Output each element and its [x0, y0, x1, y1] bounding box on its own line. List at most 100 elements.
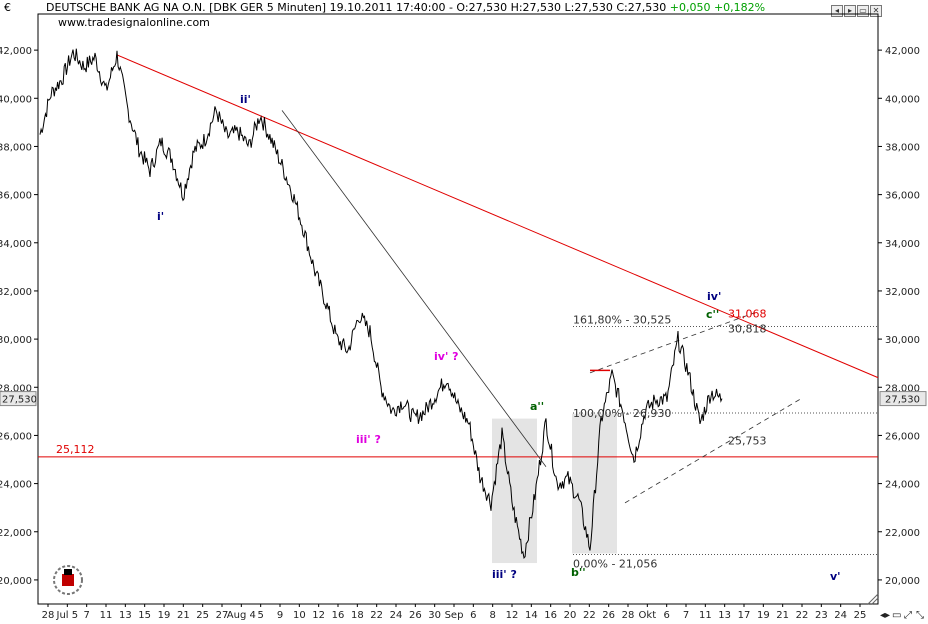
- y-tick-label-right: 34,000: [885, 239, 920, 250]
- price-change: +0,050 +0,182%: [669, 1, 766, 14]
- y-tick-label-right: 40,000: [885, 94, 920, 105]
- x-tick-label: 18: [351, 610, 364, 621]
- zoom-control-icon: ⤢: [904, 610, 912, 621]
- chart-header: € DEUTSCHE BANK AG NA O.N. [DBK GER 5 Mi…: [0, 0, 928, 17]
- channel-upper-value: 30,818: [728, 322, 767, 335]
- x-tick-label: 11: [100, 610, 113, 621]
- channel-lower: [624, 398, 801, 504]
- wave-label: iv' ?: [434, 350, 459, 363]
- x-tick-label: 30: [428, 610, 441, 621]
- x-tick-label: 6: [470, 610, 476, 621]
- x-tick-label: 12: [312, 610, 325, 621]
- price-line: [39, 48, 723, 559]
- resistance-trendline: [116, 54, 879, 379]
- x-tick-label: 19: [757, 610, 770, 621]
- fib-label-100: 100,00% - 26,930: [573, 407, 671, 420]
- x-tick-label: 21: [776, 610, 789, 621]
- y-tick-label-left: 34,000: [0, 239, 32, 250]
- x-tick-label: 25: [196, 610, 209, 621]
- last-price-label-right: 27,530: [885, 395, 920, 406]
- fib-label-161: 161,80% - 30,525: [573, 313, 671, 326]
- y-tick-label-left: 42,000: [0, 46, 32, 57]
- y-tick-label-left: 30,000: [0, 335, 32, 346]
- x-tick-label: Jul 5: [56, 610, 79, 621]
- trendline-value: 31,068: [728, 307, 767, 320]
- wave-label: i': [157, 210, 164, 223]
- x-tick-label: 17: [738, 610, 751, 621]
- y-tick-label-right: 26,000: [885, 431, 920, 442]
- x-tick-label: 16: [332, 610, 345, 621]
- x-tick-label: 26: [409, 610, 422, 621]
- x-tick-label: 19: [158, 610, 171, 621]
- x-tick-label: 27: [216, 610, 229, 621]
- y-tick-label-left: 22,000: [0, 528, 32, 539]
- y-tick-label-right: 20,000: [885, 576, 920, 587]
- fib-label-0: 0,00% - 21,056: [573, 557, 657, 570]
- y-tick-label-right: 32,000: [885, 287, 920, 298]
- channel-lower-value: 25,753: [728, 434, 767, 447]
- y-tick-label-left: 40,000: [0, 94, 32, 105]
- wave-box-2: [572, 413, 617, 554]
- zoom-control-icon: ▭: [892, 610, 901, 621]
- wave-label: c'': [706, 308, 719, 321]
- wave-box-1: [492, 418, 537, 564]
- x-tick-label: Aug 4: [227, 610, 256, 621]
- logo-figure: [62, 574, 74, 586]
- zoom-control-icon: ◂▸: [880, 610, 890, 621]
- wave-label: v': [830, 570, 841, 583]
- channel-upper: [589, 312, 756, 374]
- x-tick-label: 15: [138, 610, 151, 621]
- wave-label: iv': [707, 290, 721, 303]
- x-tick-label: 20: [564, 610, 577, 621]
- wave-label: a'': [530, 400, 544, 413]
- x-tick-label: 8: [489, 610, 495, 621]
- y-tick-label-left: 24,000: [0, 480, 32, 491]
- y-tick-label-left: 28,000: [0, 383, 32, 394]
- y-tick-label-right: 36,000: [885, 191, 920, 202]
- x-tick-label: 23: [815, 610, 828, 621]
- x-tick-label: Sep: [445, 610, 464, 621]
- x-tick-label: 24: [390, 610, 403, 621]
- x-tick-label: 9: [277, 610, 283, 621]
- x-tick-label: 24: [834, 610, 847, 621]
- x-tick-label: 22: [370, 610, 383, 621]
- x-tick-label: 10: [293, 610, 306, 621]
- y-tick-label-right: 24,000: [885, 480, 920, 491]
- y-tick-label-left: 36,000: [0, 191, 32, 202]
- support-label: 25,112: [56, 443, 95, 456]
- x-tick-label: 13: [119, 610, 132, 621]
- x-tick-label: 12: [506, 610, 519, 621]
- x-tick-label: 11: [699, 610, 712, 621]
- x-tick-label: 22: [796, 610, 809, 621]
- x-tick-label: 5: [257, 610, 263, 621]
- wave-label: b'': [571, 566, 586, 579]
- x-tick-label: 13: [718, 610, 731, 621]
- last-price-label-left: 27,530: [2, 395, 37, 406]
- quote-line: DEUTSCHE BANK AG NA O.N. [DBK GER 5 Minu…: [46, 0, 765, 16]
- y-tick-label-right: 30,000: [885, 335, 920, 346]
- x-tick-label: 6: [663, 610, 669, 621]
- last-price-tag-left: [0, 391, 37, 407]
- x-tick-label: 28: [42, 610, 55, 621]
- x-tick-label: 25: [854, 610, 867, 621]
- y-tick-label-right: 22,000: [885, 528, 920, 539]
- x-tick-label: 22: [583, 610, 596, 621]
- x-tick-label: 28: [622, 610, 635, 621]
- y-tick-label-left: 38,000: [0, 142, 32, 153]
- x-tick-label: 21: [177, 610, 190, 621]
- ohlc-quote: O:27,530 H:27,530 L:27,530 C:27,530: [456, 1, 667, 14]
- y-tick-label-right: 28,000: [885, 383, 920, 394]
- y-tick-label-left: 26,000: [0, 431, 32, 442]
- y-tick-label-left: 32,000: [0, 287, 32, 298]
- wave-label: iii' ?: [492, 568, 517, 581]
- laurel-wreath: [53, 565, 83, 595]
- x-tick-label: 14: [525, 610, 538, 621]
- wave-label: iii' ?: [356, 433, 381, 446]
- resize-grip-icon: [867, 593, 879, 605]
- last-price-tag-right: [879, 391, 927, 407]
- y-tick-label-right: 38,000: [885, 142, 920, 153]
- currency-symbol: €: [4, 1, 11, 14]
- laurel-logo-icon: [53, 565, 83, 595]
- x-tick-label: 26: [602, 610, 615, 621]
